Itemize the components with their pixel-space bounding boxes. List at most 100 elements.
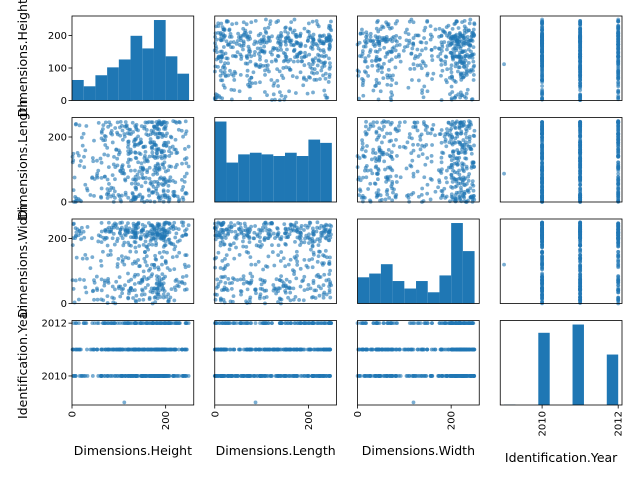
scatter-point: [106, 165, 111, 169]
scatter-point: [471, 34, 476, 39]
scatter-point: [447, 140, 452, 145]
scatter-point: [99, 240, 104, 245]
scatter-point: [471, 68, 475, 73]
scatter-point: [540, 232, 545, 237]
scatter-point: [329, 224, 334, 229]
scatter-point: [307, 258, 312, 262]
scatter-point: [328, 24, 333, 29]
scatter-point: [363, 124, 368, 129]
scatter-point: [118, 133, 123, 138]
scatter-point: [137, 298, 142, 302]
scatter-point: [155, 148, 160, 152]
scatter-point: [415, 169, 420, 174]
scatter-point: [419, 40, 424, 45]
scatter-point: [186, 223, 191, 228]
scatter-point: [102, 374, 107, 378]
scatter-point: [390, 78, 395, 82]
scatter-point: [578, 55, 583, 60]
panel-Dimensions.Width-vs-Dimensions.Width: [357, 218, 480, 304]
scatter-point: [430, 127, 434, 131]
scatter-point: [140, 172, 144, 176]
scatter-point: [444, 55, 449, 60]
scatter-point: [578, 248, 583, 253]
scatter-point: [271, 283, 276, 287]
scatter-point: [409, 17, 414, 22]
scatter-point: [163, 233, 168, 238]
scatter-point: [391, 143, 396, 148]
scatter-point: [458, 72, 463, 77]
scatter-point: [470, 197, 475, 202]
scatter-point: [270, 221, 274, 225]
scatter-point: [471, 165, 476, 169]
scatter-point: [466, 60, 471, 65]
scatter-point: [133, 150, 137, 155]
scatter-point: [223, 66, 227, 71]
scatter-point: [176, 199, 181, 204]
scatter-point: [540, 92, 545, 97]
scatter-point: [75, 227, 80, 232]
scatter-point: [578, 256, 583, 261]
scatter-point: [394, 81, 399, 86]
scatter-point: [166, 292, 171, 297]
scatter-point: [142, 256, 147, 261]
scatter-point: [324, 227, 329, 232]
scatter-point: [177, 280, 181, 284]
histogram-bar: [357, 277, 370, 304]
scatter-point: [134, 122, 139, 127]
scatter-point: [130, 120, 135, 125]
scatter-point: [425, 19, 430, 23]
scatter-point: [169, 135, 174, 140]
scatter-point: [117, 150, 122, 155]
scatter-point: [264, 17, 268, 22]
scatter-point: [167, 196, 172, 200]
panel-Dimensions.Height-vs-Dimensions.Length: [212, 15, 337, 103]
scatter-point: [616, 31, 621, 36]
scatter-point: [306, 282, 311, 287]
scatter-point: [412, 66, 417, 71]
scatter-point: [301, 83, 306, 88]
scatter-point: [578, 171, 583, 176]
scatter-point: [422, 175, 427, 180]
scatter-point: [243, 228, 248, 233]
scatter-point: [101, 127, 105, 131]
scatter-point: [255, 234, 260, 238]
scatter-point: [386, 147, 391, 152]
scatter-point: [227, 247, 232, 252]
scatter-point: [249, 20, 254, 25]
scatter-point: [147, 347, 152, 352]
panel-Identification.Year-vs-Dimensions.Length: [212, 320, 337, 406]
scatter-point: [184, 156, 189, 160]
scatter-point: [106, 279, 110, 284]
scatter-point: [154, 188, 158, 193]
scatter-point: [259, 282, 264, 287]
scatter-point: [471, 45, 476, 50]
scatter-point: [131, 197, 136, 202]
scatter-point: [268, 229, 273, 233]
scatter-point: [292, 272, 296, 277]
scatter-point: [221, 230, 226, 235]
scatter-point: [114, 279, 119, 284]
histogram-bar: [427, 292, 440, 304]
scatter-point: [264, 295, 269, 299]
scatter-point: [154, 230, 159, 235]
scatter-point: [263, 220, 267, 225]
scatter-point: [365, 65, 370, 69]
scatter-point: [136, 258, 141, 262]
scatter-point: [458, 30, 462, 35]
scatter-point: [122, 232, 127, 237]
scatter-point: [327, 229, 332, 233]
scatter-point: [454, 119, 459, 124]
scatter-point: [126, 157, 131, 162]
scatter-point: [540, 266, 545, 271]
scatter-point: [374, 77, 379, 82]
scatter-point: [184, 129, 189, 134]
scatter-point: [616, 24, 621, 29]
scatter-point: [158, 154, 163, 159]
scatter-point: [467, 139, 472, 144]
scatter-point: [177, 374, 182, 378]
scatter-point: [369, 59, 374, 63]
scatter-point: [386, 67, 391, 72]
scatter-point: [237, 89, 242, 94]
scatter-point: [174, 231, 179, 236]
scatter-point: [253, 262, 258, 267]
